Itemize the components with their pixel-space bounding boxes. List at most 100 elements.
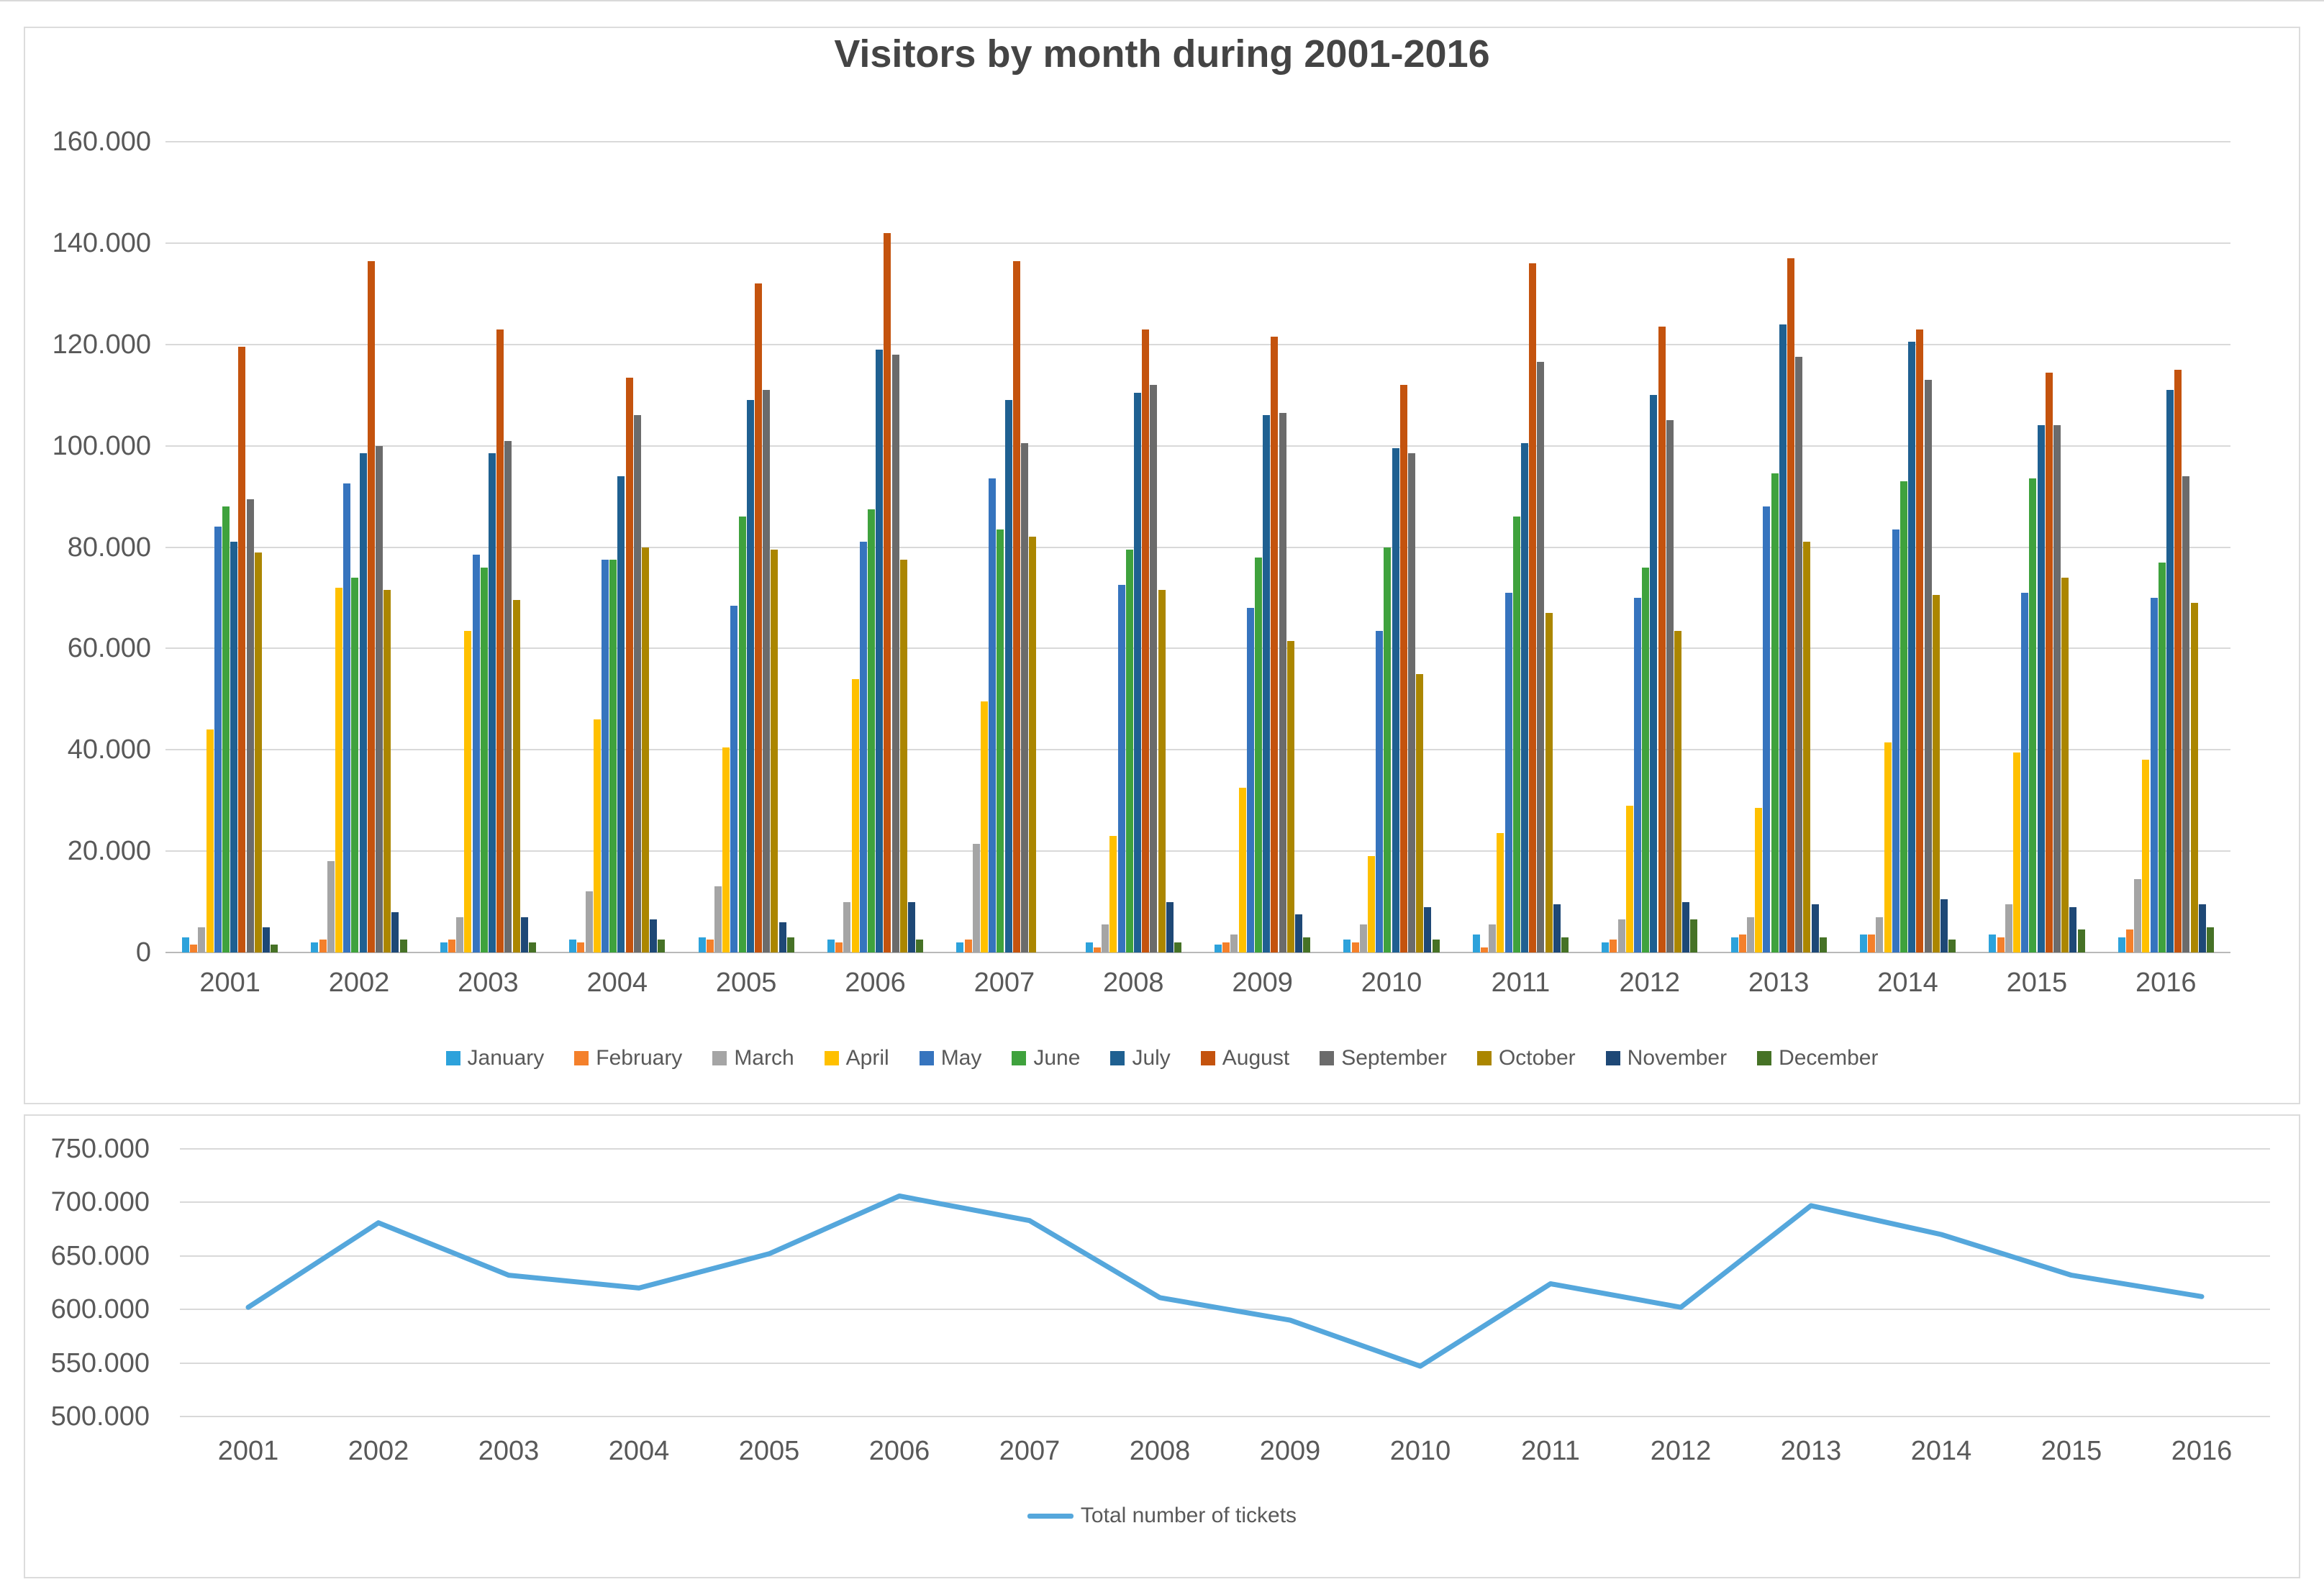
- bar-january-2012: [1602, 942, 1610, 952]
- bar-september-2008: [1150, 385, 1158, 952]
- bar-january-2003: [440, 942, 448, 952]
- line-swatch-icon: [1027, 1513, 1074, 1519]
- bar-january-2014: [1859, 935, 1867, 952]
- year-label: 2009: [1232, 968, 1293, 998]
- bar-april-2003: [464, 630, 472, 952]
- bar-december-2002: [399, 940, 407, 952]
- year-label: 2011: [1521, 1436, 1580, 1466]
- bar-december-2011: [1561, 937, 1569, 952]
- legend-item-december: December: [1757, 1046, 1878, 1070]
- year-label: 2007: [973, 968, 1035, 998]
- bar-february-2007: [964, 940, 972, 952]
- legend-label: December: [1779, 1046, 1879, 1070]
- bar-february-2012: [1610, 940, 1617, 952]
- bar-october-2016: [2190, 602, 2198, 952]
- bar-october-2008: [1158, 590, 1166, 952]
- bar-june-2014: [1899, 481, 1907, 952]
- august-swatch-icon: [1200, 1051, 1215, 1065]
- gridline: [165, 141, 2230, 142]
- bar-february-2014: [1868, 935, 1876, 952]
- bar-october-2005: [771, 550, 779, 952]
- bar-november-2012: [1682, 901, 1690, 952]
- bar-september-2001: [246, 499, 254, 952]
- bar-april-2006: [851, 678, 859, 952]
- bar-june-2007: [997, 529, 1004, 952]
- bar-january-2011: [1472, 935, 1480, 952]
- may-swatch-icon: [919, 1051, 934, 1065]
- year-label: 2004: [586, 968, 648, 998]
- bar-february-2008: [1093, 947, 1101, 952]
- bar-november-2001: [263, 927, 271, 952]
- y-tick-label: 80.000: [67, 532, 151, 563]
- bar-march-2005: [714, 886, 722, 952]
- legend-label: October: [1498, 1046, 1576, 1070]
- bar-november-2005: [779, 922, 786, 952]
- bar-june-2005: [738, 517, 746, 952]
- bar-september-2012: [1666, 420, 1674, 952]
- gridline: [165, 749, 2230, 751]
- y-tick-label: 100.000: [52, 430, 151, 461]
- legend-label: August: [1222, 1046, 1290, 1070]
- gridline: [165, 647, 2230, 650]
- bar-november-2006: [907, 901, 915, 952]
- bar-july-2004: [617, 476, 625, 952]
- bar-november-2014: [1940, 899, 1948, 952]
- bar-august-2003: [496, 329, 504, 952]
- year-label: 2001: [217, 1436, 279, 1466]
- legend-item-january: January: [445, 1046, 544, 1070]
- legend-label: June: [1033, 1046, 1081, 1070]
- bar-october-2002: [383, 590, 391, 952]
- bar-january-2016: [2118, 937, 2125, 952]
- bar-may-2004: [602, 560, 609, 952]
- line-chart-panel[interactable]: [24, 1114, 2300, 1578]
- bar-october-2015: [2061, 577, 2069, 952]
- legend-item-september: September: [1320, 1046, 1447, 1070]
- bar-march-2015: [2005, 904, 2012, 952]
- legend-item-november: November: [1605, 1046, 1727, 1070]
- y-tick-label: 500.000: [50, 1401, 150, 1432]
- bar-january-2008: [1085, 942, 1093, 952]
- bar-february-2005: [706, 940, 714, 952]
- bar-december-2006: [916, 940, 924, 952]
- y-tick-label: 650.000: [50, 1240, 150, 1271]
- bar-october-2014: [1932, 595, 1940, 952]
- bar-november-2015: [2069, 906, 2077, 952]
- december-swatch-icon: [1757, 1051, 1772, 1065]
- bar-august-2008: [1142, 329, 1150, 952]
- bar-july-2005: [746, 400, 754, 952]
- bar-june-2015: [2029, 478, 2037, 952]
- legend-item-may: May: [919, 1046, 981, 1070]
- march-swatch-icon: [712, 1051, 727, 1065]
- legend-label: March: [734, 1046, 794, 1070]
- bar-july-2016: [2166, 390, 2174, 952]
- bar-july-2010: [1392, 448, 1399, 952]
- bar-january-2002: [311, 942, 319, 952]
- bar-september-2007: [1020, 443, 1028, 952]
- bar-august-2015: [2045, 372, 2053, 952]
- year-label: 2012: [1650, 1436, 1712, 1466]
- bar-november-2011: [1553, 904, 1561, 952]
- bar-august-2012: [1658, 327, 1666, 952]
- september-swatch-icon: [1320, 1051, 1335, 1065]
- bar-may-2003: [472, 555, 480, 952]
- october-swatch-icon: [1476, 1051, 1492, 1065]
- bar-august-2002: [367, 260, 375, 952]
- bar-may-2002: [343, 483, 351, 952]
- year-label: 2013: [1748, 968, 1810, 998]
- bar-january-2010: [1343, 940, 1351, 952]
- bar-may-2016: [2150, 597, 2158, 952]
- bar-april-2004: [593, 719, 601, 952]
- bar-january-2013: [1730, 937, 1738, 952]
- bar-october-2004: [642, 547, 649, 952]
- bar-january-2009: [1215, 945, 1222, 952]
- bar-april-2014: [1884, 742, 1892, 952]
- gridline: [180, 1255, 2270, 1257]
- bar-june-2009: [1255, 557, 1263, 952]
- bar-october-2003: [512, 600, 520, 952]
- bar-june-2012: [1642, 567, 1650, 952]
- year-label: 2002: [348, 1436, 409, 1466]
- bar-chart-legend: January February March April May June July Augu…: [0, 1046, 2324, 1070]
- legend-label: February: [596, 1046, 683, 1070]
- bar-september-2015: [2053, 425, 2061, 952]
- bar-april-2010: [1368, 856, 1376, 952]
